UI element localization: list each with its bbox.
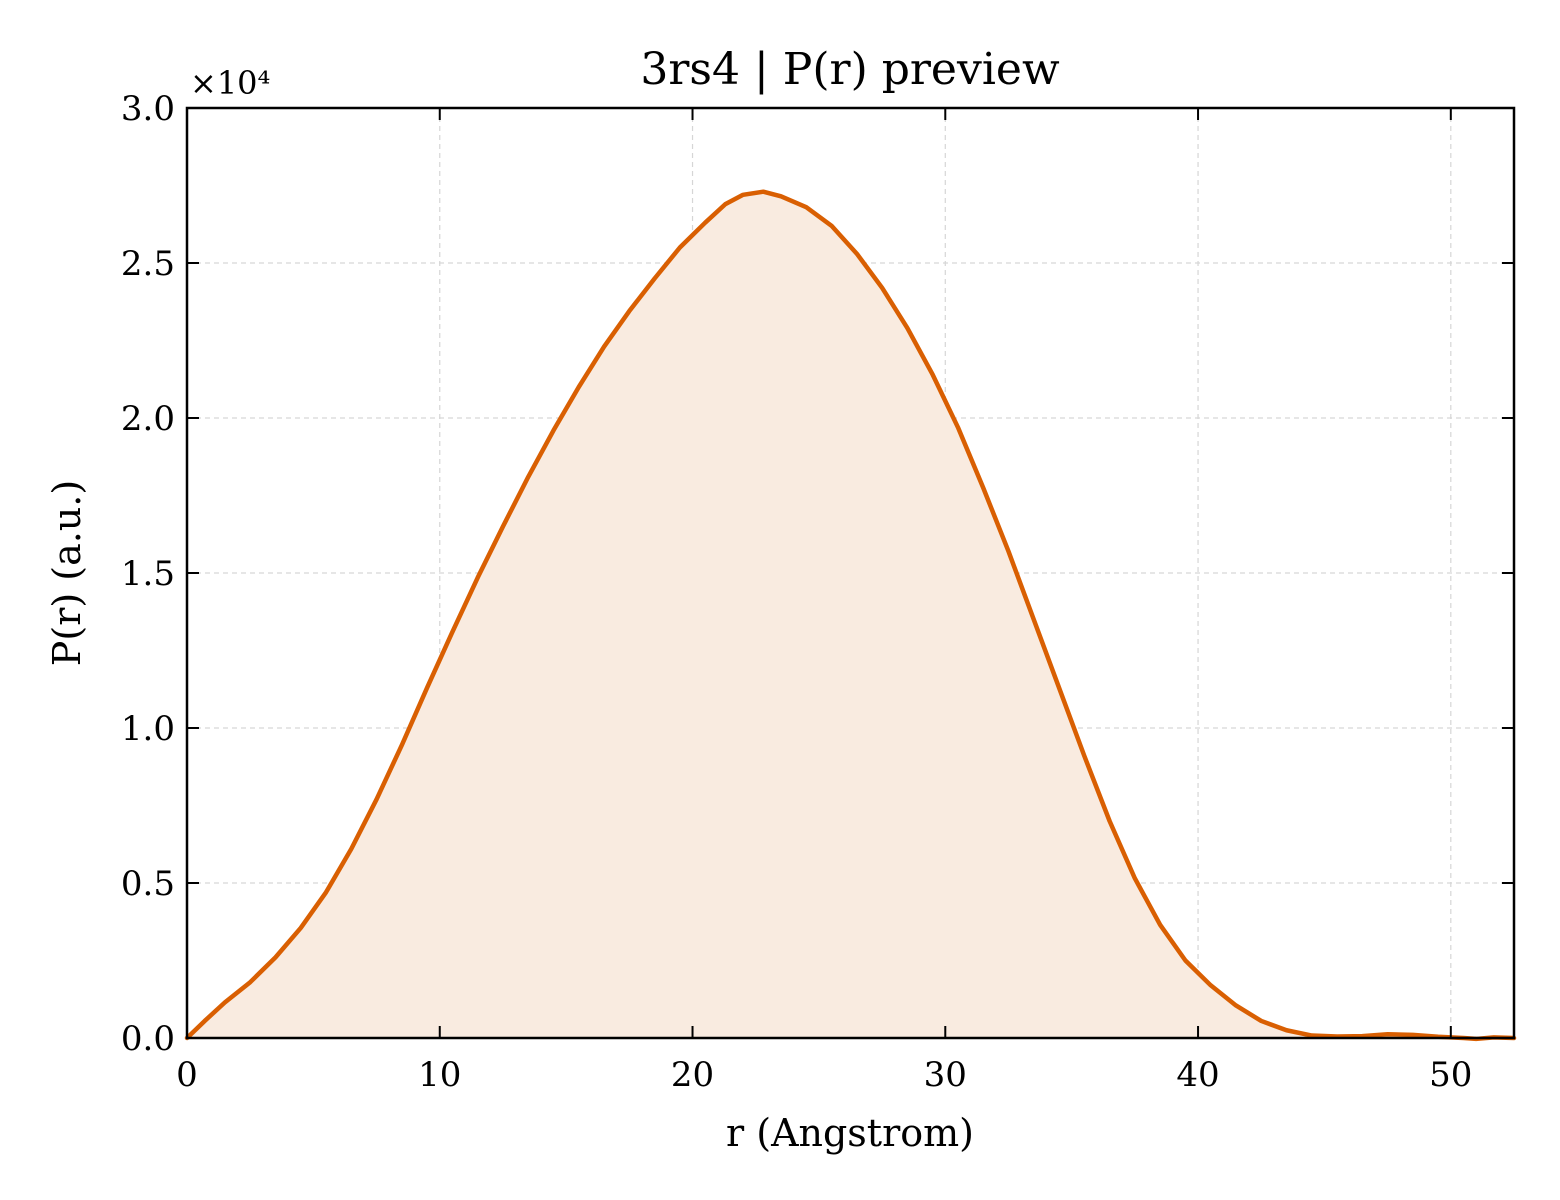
y-tick-label: 3.0 [121, 89, 175, 129]
area-fill [187, 191, 1514, 1039]
x-tick-label: 20 [671, 1055, 714, 1095]
y-tick-label: 2.0 [121, 399, 175, 439]
y-axis-label: P(r) (a.u.) [45, 480, 89, 666]
y-tick-label: 1.5 [121, 554, 175, 594]
y-tick-label: 1.0 [121, 709, 175, 749]
chart-title: 3rs4 | P(r) preview [640, 44, 1060, 95]
x-tick-label: 30 [924, 1055, 967, 1095]
x-tick-label: 0 [176, 1055, 198, 1095]
y-offset-label: ×10⁴ [190, 64, 270, 102]
y-tick-label: 0.0 [121, 1019, 175, 1059]
y-tick-label: 2.5 [121, 244, 175, 284]
x-tick-label: 40 [1176, 1055, 1219, 1095]
x-tick-label: 50 [1429, 1055, 1472, 1095]
tick-layer: 0 10 20 30 40 50 0.0 0.5 1.0 1.5 2.0 2.5 3.0 [121, 89, 1514, 1095]
y-tick-label: 0.5 [121, 864, 175, 904]
series-line [184, 189, 1517, 1042]
x-tick-label: 10 [418, 1055, 461, 1095]
x-axis-label: r (Angstrom) [726, 1111, 974, 1155]
